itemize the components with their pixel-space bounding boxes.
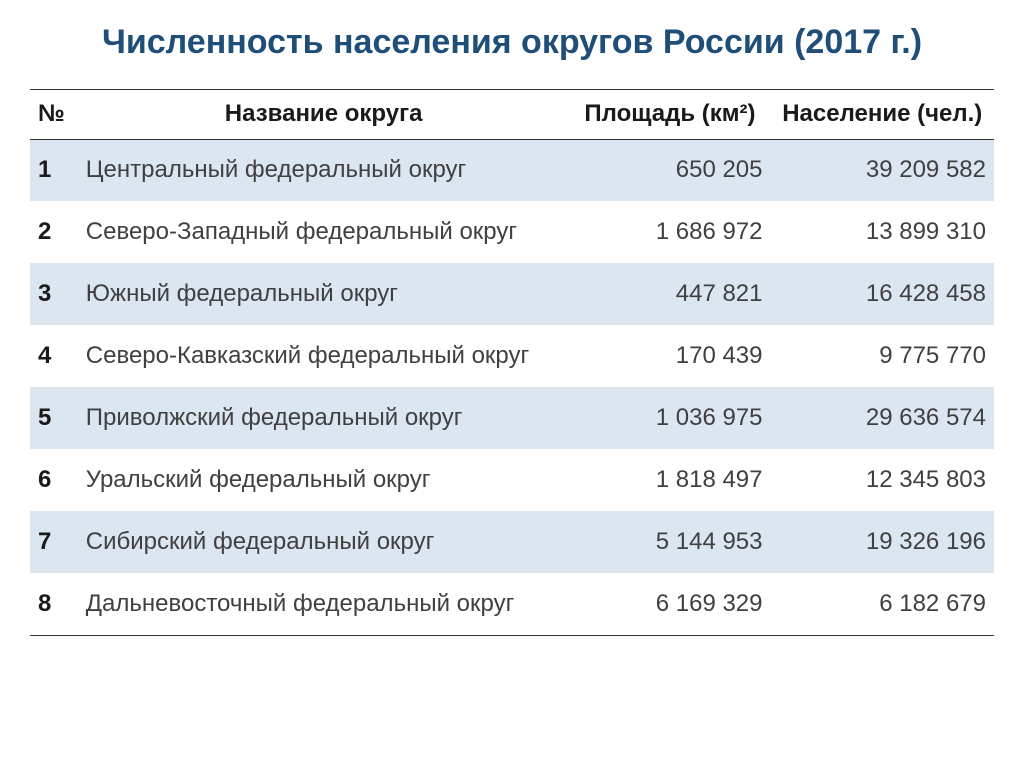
cell-num: 1 [30,139,78,201]
cell-population: 12 345 803 [771,449,994,511]
cell-name: Дальневосточный федеральный округ [78,573,570,635]
table-row: 3 Южный федеральный округ 447 821 16 428… [30,263,994,325]
header-num: № [30,90,78,140]
header-area: Площадь (км²) [569,90,770,140]
cell-num: 2 [30,201,78,263]
cell-area: 6 169 329 [569,573,770,635]
cell-num: 3 [30,263,78,325]
cell-name: Приволжский федеральный округ [78,387,570,449]
cell-num: 8 [30,573,78,635]
cell-num: 6 [30,449,78,511]
cell-population: 19 326 196 [771,511,994,573]
cell-num: 7 [30,511,78,573]
cell-population: 9 775 770 [771,325,994,387]
cell-name: Северо-Западный федеральный округ [78,201,570,263]
cell-name: Сибирский федеральный округ [78,511,570,573]
page-title: Численность населения округов России (20… [30,20,994,64]
cell-area: 1 036 975 [569,387,770,449]
cell-name: Уральский федеральный округ [78,449,570,511]
cell-area: 1 818 497 [569,449,770,511]
cell-name: Южный федеральный округ [78,263,570,325]
cell-num: 4 [30,325,78,387]
cell-area: 5 144 953 [569,511,770,573]
table-row: 1 Центральный федеральный округ 650 205 … [30,139,994,201]
table-row: 7 Сибирский федеральный округ 5 144 953 … [30,511,994,573]
header-name: Название округа [78,90,570,140]
table-row: 4 Северо-Кавказский федеральный округ 17… [30,325,994,387]
cell-area: 1 686 972 [569,201,770,263]
table-row: 2 Северо-Западный федеральный округ 1 68… [30,201,994,263]
table-header-row: № Название округа Площадь (км²) Населени… [30,90,994,140]
cell-population: 16 428 458 [771,263,994,325]
cell-population: 39 209 582 [771,139,994,201]
cell-population: 29 636 574 [771,387,994,449]
header-population: Население (чел.) [771,90,994,140]
cell-area: 650 205 [569,139,770,201]
cell-population: 13 899 310 [771,201,994,263]
cell-name: Северо-Кавказский федеральный округ [78,325,570,387]
districts-table: № Название округа Площадь (км²) Населени… [30,89,994,636]
cell-population: 6 182 679 [771,573,994,635]
cell-num: 5 [30,387,78,449]
table-row: 6 Уральский федеральный округ 1 818 497 … [30,449,994,511]
cell-name: Центральный федеральный округ [78,139,570,201]
table-row: 8 Дальневосточный федеральный округ 6 16… [30,573,994,635]
table-row: 5 Приволжский федеральный округ 1 036 97… [30,387,994,449]
cell-area: 170 439 [569,325,770,387]
cell-area: 447 821 [569,263,770,325]
